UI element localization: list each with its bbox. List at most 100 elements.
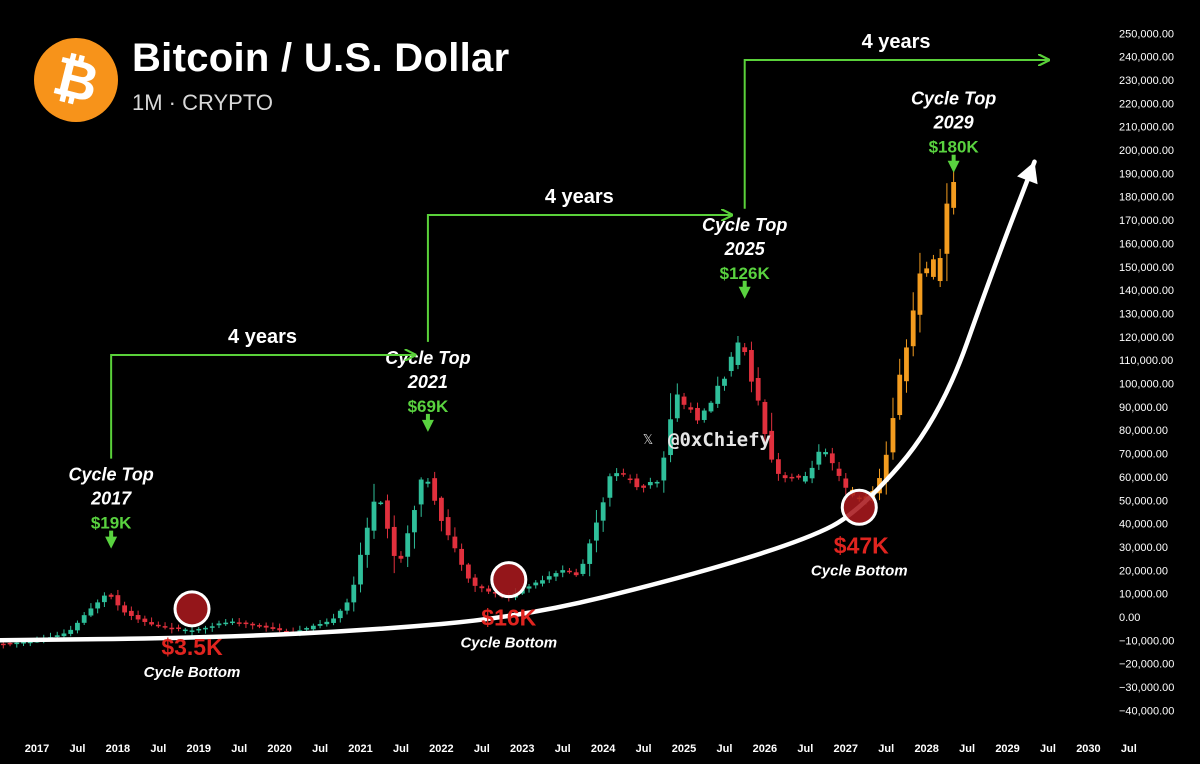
candle-body — [904, 347, 909, 382]
candle-body — [196, 628, 202, 631]
cycle-top-price: $180K — [929, 138, 980, 157]
candle-body — [378, 502, 384, 505]
candle-body — [492, 592, 498, 594]
candle-body — [189, 630, 195, 632]
cycle-bottom-price: $16K — [481, 605, 536, 631]
candle-body — [944, 203, 950, 254]
candle-body — [459, 548, 465, 565]
cycle-top-arrow-stem — [425, 413, 430, 421]
candle-body — [809, 467, 815, 479]
x-tick-label: 2030 — [1076, 743, 1100, 755]
candle-body — [472, 577, 478, 586]
candle-body — [445, 517, 451, 536]
candle-body — [0, 643, 6, 646]
y-tick-label: 30,000.00 — [1119, 542, 1168, 554]
cycle-top-arrow-stem — [742, 280, 747, 288]
candle-body — [715, 385, 721, 404]
y-tick-label: 210,000.00 — [1119, 122, 1174, 134]
x-tick-label: Jul — [555, 743, 571, 755]
x-tick-label: 2029 — [995, 743, 1019, 755]
cycle-top-price: $69K — [408, 397, 449, 416]
x-tick-label: 2023 — [510, 743, 534, 755]
y-tick-label: 40,000.00 — [1119, 519, 1168, 531]
candle-body — [439, 497, 444, 521]
candle-body — [728, 356, 734, 372]
cycle-bottom-price: $47K — [834, 532, 889, 558]
x-tick-label: 2020 — [267, 743, 291, 755]
x-tick-label: 2028 — [914, 743, 938, 755]
y-tick-label: 70,000.00 — [1119, 449, 1168, 461]
cycle-top-arrow-icon — [421, 419, 434, 432]
cycle-top-arrow-stem — [109, 530, 114, 538]
y-tick-label: 230,000.00 — [1119, 75, 1174, 87]
cycle-top-year: 2029 — [933, 113, 974, 133]
y-tick-label: 100,000.00 — [1119, 379, 1174, 391]
candle-body — [149, 622, 154, 625]
cycle-top-year: 2017 — [90, 489, 132, 509]
candle-body — [169, 627, 175, 630]
candle-body — [749, 350, 754, 382]
candle-body — [364, 527, 370, 555]
candle-body — [344, 602, 350, 611]
cycle-top-label: Cycle Top — [702, 215, 787, 235]
cycle-top-label: Cycle Top — [68, 465, 153, 485]
y-tick-label: 140,000.00 — [1119, 285, 1174, 297]
candle-body — [317, 623, 323, 626]
axes-layer: 250,000.00 240,000.00 230,000.00 220,000.00… — [25, 28, 1175, 755]
candle-body — [75, 622, 80, 631]
candle-body — [432, 478, 438, 501]
cycle-top-label: Cycle Top — [911, 89, 996, 109]
candle-body — [567, 570, 572, 573]
candle-body — [883, 454, 889, 482]
x-tick-label: Jul — [474, 743, 490, 755]
y-tick-label: 120,000.00 — [1119, 332, 1174, 344]
cycle-bottom-label: Cycle Bottom — [144, 664, 241, 681]
candle-body — [789, 476, 795, 479]
cycle-top-year: 2021 — [407, 372, 448, 392]
cycle-bottom-price: $3.5K — [161, 634, 223, 660]
cycle-bottom-label: Cycle Bottom — [811, 562, 908, 579]
candle-body — [182, 629, 188, 632]
candle-body — [452, 536, 458, 549]
candle-body — [546, 576, 552, 580]
y-tick-label: 150,000.00 — [1119, 262, 1174, 274]
candle-body — [54, 635, 60, 637]
x-tick-label: Jul — [69, 743, 85, 755]
x-tick-label: Jul — [717, 743, 733, 755]
cycle-bottom-marker — [490, 561, 528, 599]
candle-body — [142, 618, 148, 622]
cycle-top-label: Cycle Top — [385, 348, 470, 368]
y-tick-label: 20,000.00 — [1119, 565, 1168, 577]
watermark-handle: @0xChiefy — [668, 429, 771, 451]
candle-body — [270, 627, 276, 629]
y-tick-label: 50,000.00 — [1119, 495, 1168, 507]
candle-body — [324, 621, 330, 625]
candle-body — [223, 622, 229, 625]
four-year-label: 4 years — [228, 326, 297, 348]
candle-body — [897, 374, 903, 416]
candle-body — [607, 476, 613, 498]
candle-body — [243, 622, 249, 625]
candle-body — [843, 478, 849, 488]
y-tick-label: −20,000.00 — [1119, 659, 1174, 671]
candle-body — [573, 572, 579, 576]
y-tick-label: 110,000.00 — [1119, 355, 1173, 367]
candle-body — [418, 479, 424, 505]
y-tick-label: 80,000.00 — [1119, 425, 1168, 437]
x-tick-label: Jul — [959, 743, 975, 755]
candle-body — [351, 584, 357, 603]
candle-body — [128, 610, 134, 616]
candle-body — [917, 273, 923, 315]
candle-body — [27, 641, 33, 644]
x-tick-label: Jul — [878, 743, 894, 755]
candle-body — [647, 482, 653, 486]
y-tick-label: 220,000.00 — [1119, 98, 1174, 110]
candle-body — [695, 407, 700, 421]
support-curve-layer — [0, 159, 1038, 643]
candle-body — [14, 642, 20, 645]
y-tick-label: 90,000.00 — [1119, 402, 1168, 414]
candle-body — [7, 642, 13, 645]
four-year-label: 4 years — [545, 186, 614, 208]
cycle-bottom-marker — [840, 488, 878, 526]
candle-body — [115, 595, 121, 606]
